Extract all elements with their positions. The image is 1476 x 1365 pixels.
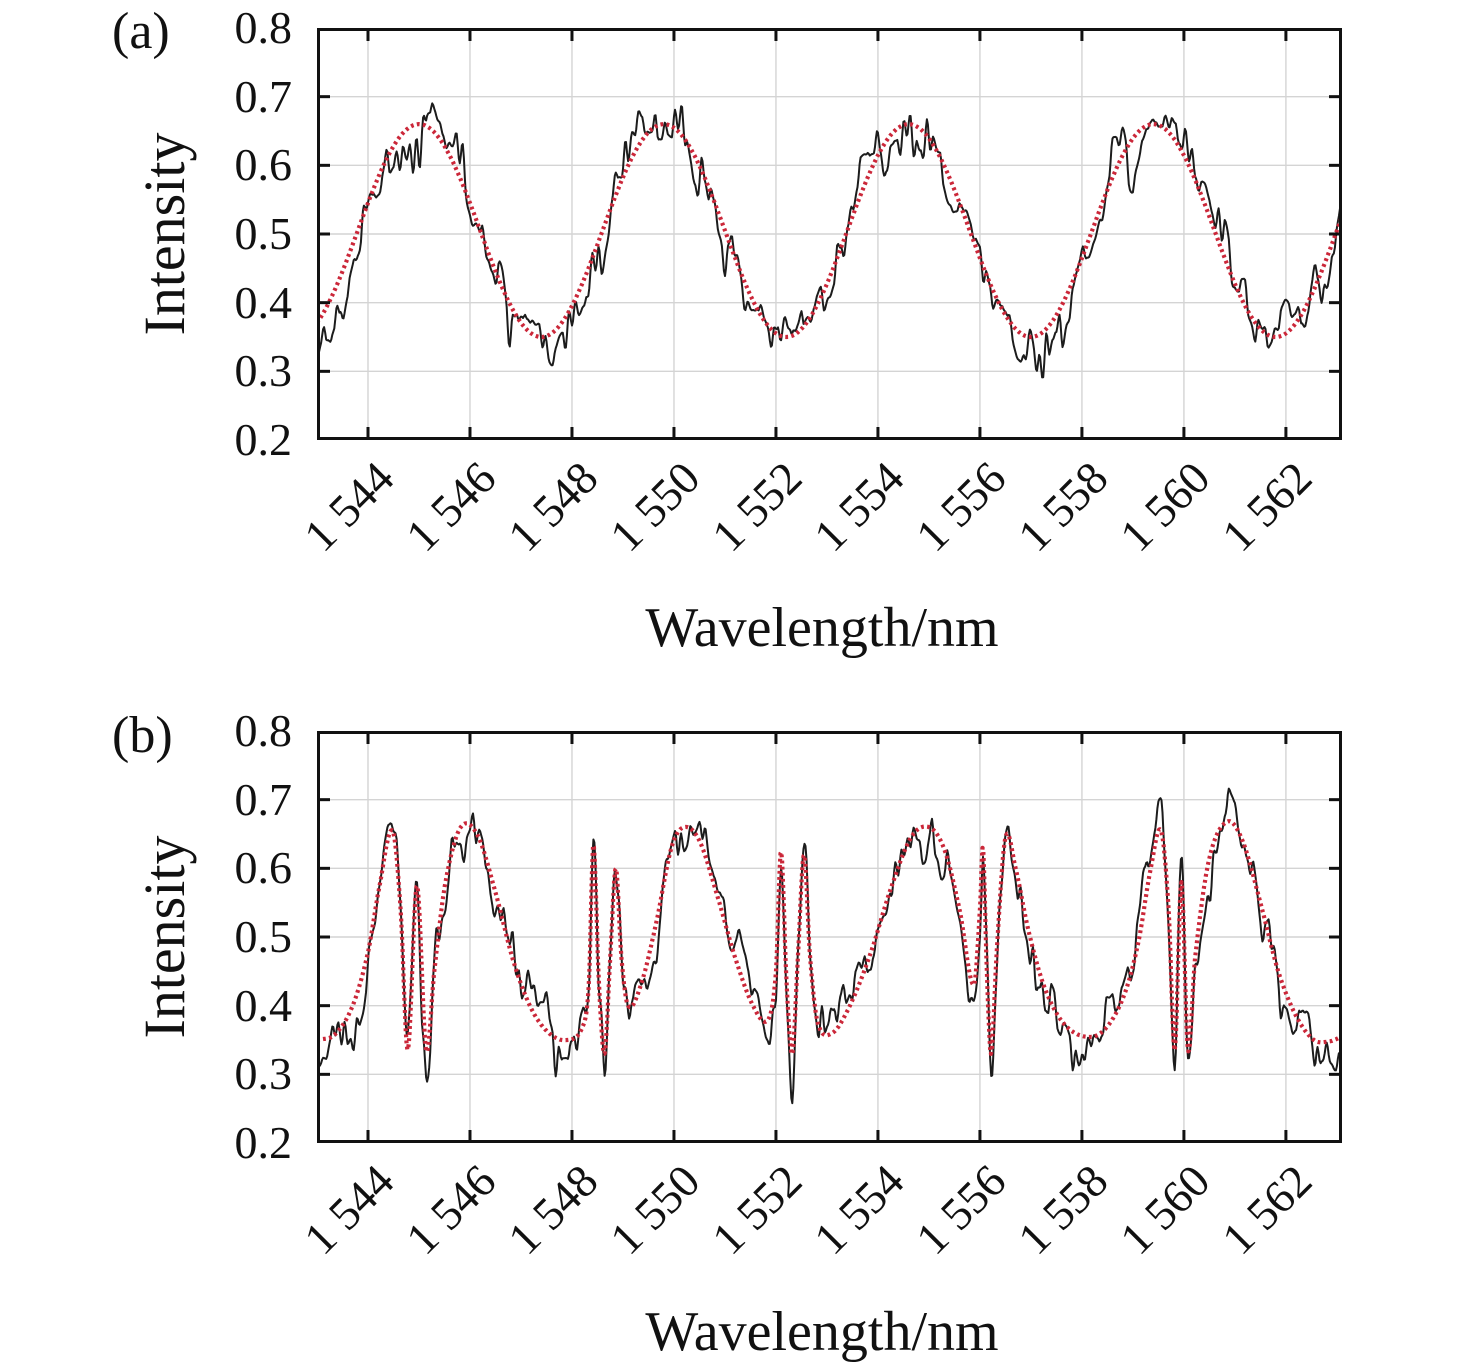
y-tick-label: 0.6: [234, 139, 293, 191]
y-tick-label: 0.2: [234, 1117, 293, 1168]
x-axis-title: Wavelength/nm: [645, 1301, 999, 1363]
sinusoidal-fit-curve: [317, 121, 1342, 340]
x-tick-label: 1 556: [906, 1154, 1016, 1265]
x-tick-label: 1 546: [396, 1154, 506, 1265]
x-tick-label: 1 544: [294, 1154, 404, 1265]
plot-area: [317, 731, 1342, 1143]
y-tick-label: 0.6: [234, 842, 293, 894]
y-tick-label: 0.7: [234, 70, 293, 122]
axes-border: [317, 731, 1342, 1143]
x-tick-label: 1 558: [1008, 1154, 1118, 1265]
measured-spectrum-curve: [317, 787, 1342, 1105]
y-tick-label: 0.2: [234, 414, 293, 465]
x-tick-label: 1 548: [498, 1154, 608, 1265]
y-tick-label: 0.4: [234, 979, 293, 1031]
y-tick-label: 0.8: [234, 2, 293, 53]
x-tick-label: 1 560: [1110, 1154, 1220, 1265]
x-tick-label: 1 550: [600, 1154, 710, 1265]
y-tick-label: 0.3: [234, 1048, 293, 1100]
x-tick-label: 1 562: [1212, 1154, 1322, 1265]
y-tick-label: 0.5: [234, 208, 293, 259]
y-tick-label: 0.3: [234, 345, 293, 397]
measured-spectrum-curve: [317, 102, 1342, 379]
x-tick-label: 1 552: [702, 1154, 812, 1265]
axes-border: [317, 28, 1342, 440]
panel-label: (a): [112, 3, 170, 60]
fit-with-defects-curve: [317, 819, 1342, 1057]
x-tick-label: 1 554: [804, 1154, 914, 1265]
y-tick-label: 0.7: [234, 773, 293, 825]
plot-area: [317, 28, 1342, 440]
panel-label: (b): [112, 707, 173, 764]
y-tick-label: 0.8: [234, 705, 293, 756]
y-tick-label: 0.4: [234, 276, 293, 328]
x-axis-title: Wavelength/nm: [645, 597, 999, 659]
y-tick-label: 0.5: [234, 911, 293, 962]
